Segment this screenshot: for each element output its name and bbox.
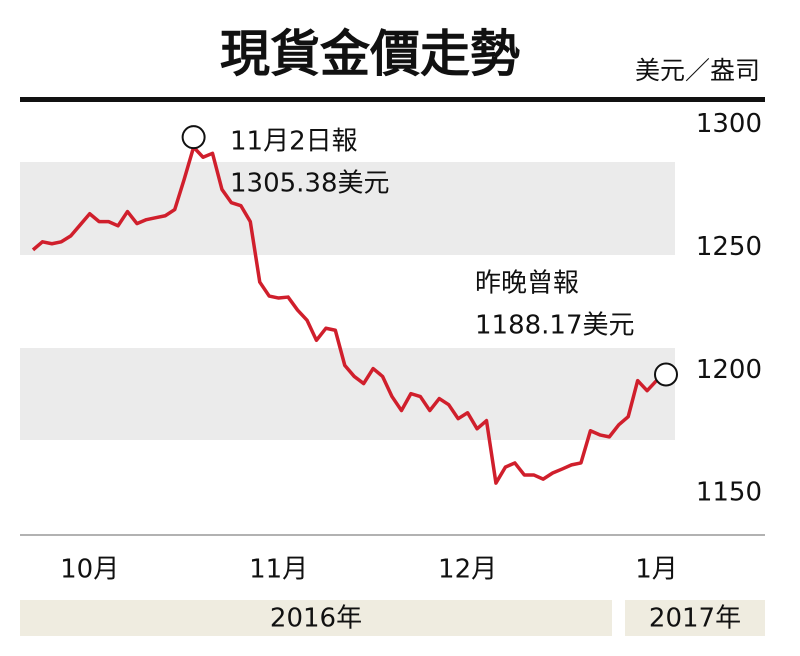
year-label: 2016年 <box>270 604 362 634</box>
annotation: 11月2日報 <box>230 127 358 157</box>
year-band <box>625 600 765 636</box>
x-tick-label: 12月 <box>438 555 497 585</box>
year-label: 2017年 <box>649 604 741 634</box>
y-tick-label: 1200 <box>696 355 762 385</box>
annotation: 昨晚曾報 <box>475 269 579 299</box>
x-tick-label: 1月 <box>635 555 678 585</box>
y-tick-label: 1150 <box>696 478 762 508</box>
y-tick-label: 1250 <box>696 232 762 262</box>
unit-label: 美元／盎司 <box>635 56 760 85</box>
top-rule <box>20 97 765 102</box>
marker-circle <box>181 125 206 150</box>
year-band <box>20 600 612 636</box>
band <box>20 348 675 440</box>
y-tick-label: 1300 <box>696 109 762 139</box>
annotation: 1305.38美元 <box>230 169 390 199</box>
price-line <box>31 145 667 485</box>
band <box>20 162 675 255</box>
marker-circle <box>654 362 678 387</box>
chart-title: 現貨金價走勢 <box>220 24 520 83</box>
x-tick-label: 10月 <box>60 555 119 585</box>
annotation: 1188.17美元 <box>475 311 635 341</box>
x-tick-label: 11月 <box>249 555 308 585</box>
